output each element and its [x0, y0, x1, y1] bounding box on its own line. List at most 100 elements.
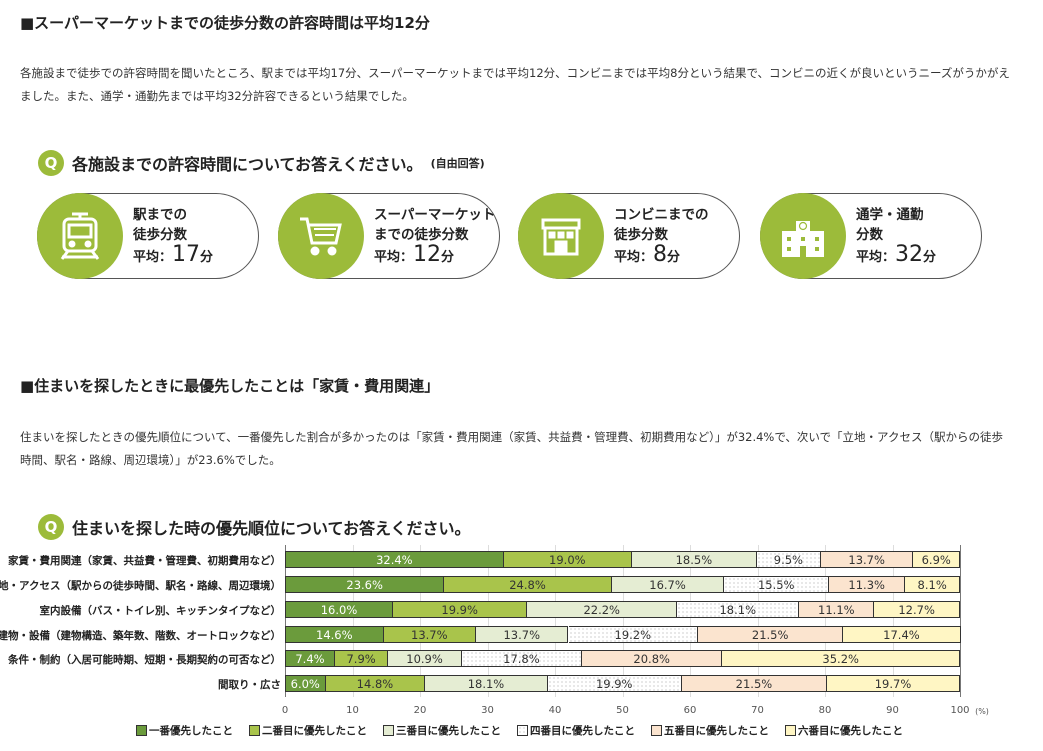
- bar-segment: 6.0%: [285, 675, 326, 692]
- gridline: [420, 545, 421, 697]
- legend-item: 三番目に優先したこと: [383, 723, 501, 738]
- legend-label: 一番優先したこと: [149, 725, 233, 737]
- x-tick-label: 40: [548, 705, 562, 716]
- card-title-line1: 通学・通勤: [856, 206, 924, 223]
- bar-segment: 23.6%: [285, 576, 445, 593]
- q-badge-icon: Q: [38, 514, 64, 540]
- legend-item: 一番優先したこと: [136, 723, 233, 738]
- x-unit: (%): [975, 707, 989, 716]
- x-tick-label: 20: [413, 705, 427, 716]
- gridline: [487, 545, 489, 697]
- legend-item: 六番目に優先したこと: [785, 723, 903, 738]
- legend-label: 四番目に優先したこと: [530, 725, 635, 737]
- section2-paragraph: 住まいを探したときの優先順位について、一番優先した割合が多かったのは「家賃・費用…: [20, 430, 1003, 467]
- category-label: 間取り・広さ: [218, 679, 281, 691]
- facility-card: 通学・通勤 分数 平均：32分: [760, 193, 982, 279]
- legend-swatch: [249, 725, 260, 736]
- bar-segment: 10.9%: [388, 650, 462, 667]
- bar-segment: 19.2%: [568, 626, 699, 643]
- bar-segment: 18.5%: [631, 551, 757, 568]
- avg-value: 12: [413, 241, 442, 267]
- question2: Q 住まいを探した時の優先順位についてお答えください。: [38, 514, 471, 540]
- x-tick-label: 70: [751, 705, 764, 716]
- gridline: [690, 545, 691, 697]
- gridline: [757, 545, 759, 697]
- facility-card: コンビニまでの 徒歩分数 平均：8分: [518, 193, 740, 279]
- bar-segment: 21.5%: [698, 626, 844, 643]
- avg-value: 17: [172, 241, 201, 267]
- avg-unit: 分: [667, 249, 681, 265]
- category-label: 立地・アクセス（駅からの徒歩時間、駅名・路線、周辺環境）: [0, 580, 281, 592]
- x-tick-label: 60: [683, 705, 697, 716]
- bar-segment: 8.1%: [905, 576, 960, 593]
- avg-value: 8: [653, 241, 668, 267]
- bar-segment: 15.5%: [724, 576, 830, 593]
- bar-segment: 13.7%: [383, 626, 477, 643]
- avg-label: 平均：: [614, 249, 654, 265]
- avg-label: 平均：: [856, 249, 896, 265]
- legend-swatch: [785, 725, 796, 736]
- bar-segment: 14.8%: [325, 675, 426, 692]
- x-tick-label: 10: [346, 705, 359, 716]
- card-average: 平均：12分: [374, 241, 495, 268]
- bar-segment: 13.7%: [820, 551, 914, 568]
- avg-unit: 分: [923, 249, 937, 265]
- legend-label: 三番目に優先したこと: [396, 725, 501, 737]
- bar-segment: 19.7%: [827, 675, 960, 692]
- legend-label: 五番目に優先したこと: [664, 725, 769, 737]
- bar-segment: 9.5%: [756, 551, 821, 568]
- question1: Q 各施設までの許容時間についてお答えください。 (自由回答): [38, 150, 485, 176]
- shopping-cart-icon: [278, 193, 364, 279]
- avg-label: 平均：: [374, 249, 414, 265]
- bar-segment: 16.7%: [611, 576, 725, 593]
- legend: 一番優先したこと 二番目に優先したこと 三番目に優先したこと 四番目に優先したこと 五番…: [136, 723, 903, 738]
- category-label: 室内設備（バス・トイレ別、キッチンタイプなど）: [39, 605, 282, 617]
- section1-heading: ■スーパーマーケットまでの徒歩分数の許容時間は平均12分: [20, 14, 430, 32]
- bar-segment: 35.2%: [722, 650, 960, 667]
- bar-segment: 6.9%: [913, 551, 960, 568]
- legend-label: 二番目に優先したこと: [262, 725, 367, 737]
- avg-value: 32: [895, 241, 924, 267]
- avg-label: 平均：: [133, 249, 173, 265]
- bar-segment: 12.7%: [874, 601, 960, 618]
- bar-segment: 14.6%: [285, 626, 384, 643]
- legend-label: 六番目に優先したこと: [798, 725, 903, 737]
- x-tick-label: 100: [950, 705, 970, 716]
- section2-heading: ■住まいを探したときに最優先したことは「家賃・費用関連」: [20, 377, 440, 395]
- card-average: 平均：32分: [856, 241, 937, 268]
- train-icon: [37, 193, 123, 279]
- gridline: [825, 545, 826, 697]
- bar-segment: 13.7%: [476, 626, 569, 643]
- bar-segment: 17.8%: [461, 650, 582, 667]
- gridline: [555, 545, 556, 697]
- x-tick-label: 0: [281, 705, 289, 716]
- card-title-line1: スーパーマーケット: [374, 206, 496, 223]
- bar-segment: 19.9%: [547, 675, 682, 692]
- card-average: 平均：8分: [614, 241, 709, 268]
- school-building-icon: [760, 193, 846, 279]
- avg-unit: 分: [200, 249, 214, 265]
- category-label: 家賃・費用関連（家賃、共益費・管理費、初期費用など）: [8, 555, 281, 567]
- gridline: [622, 545, 624, 697]
- bar-segment: 24.8%: [444, 576, 612, 593]
- legend-swatch: [383, 725, 394, 736]
- bar-segment: 19.9%: [393, 601, 528, 618]
- card-average: 平均：17分: [133, 241, 214, 268]
- q-badge-icon: Q: [38, 150, 64, 176]
- x-tick-label: 50: [616, 705, 629, 716]
- card-title-line1: コンビニまでの: [614, 206, 709, 223]
- bar-segment: 7.4%: [285, 650, 335, 667]
- gridline: [352, 545, 354, 697]
- gridline: [892, 545, 894, 697]
- card-title-line2: 分数: [856, 226, 883, 243]
- card-title-line2: 徒歩分数: [133, 226, 187, 243]
- bar-segment: 18.1%: [425, 675, 548, 692]
- gridline: [960, 545, 961, 697]
- section1-paragraph: 各施設まで徒歩での許容時間を聞いたところ、駅までは平均17分、スーパーマーケット…: [20, 66, 1010, 103]
- x-tick-label: 90: [886, 705, 899, 716]
- bar-segment: 19.0%: [503, 551, 632, 568]
- legend-swatch: [136, 725, 147, 736]
- question1-note: (自由回答): [430, 157, 485, 170]
- bar-segment: 20.8%: [582, 650, 723, 667]
- category-label: 条件・制約（入居可能時期、短期・長期契約の可否など）: [8, 654, 281, 666]
